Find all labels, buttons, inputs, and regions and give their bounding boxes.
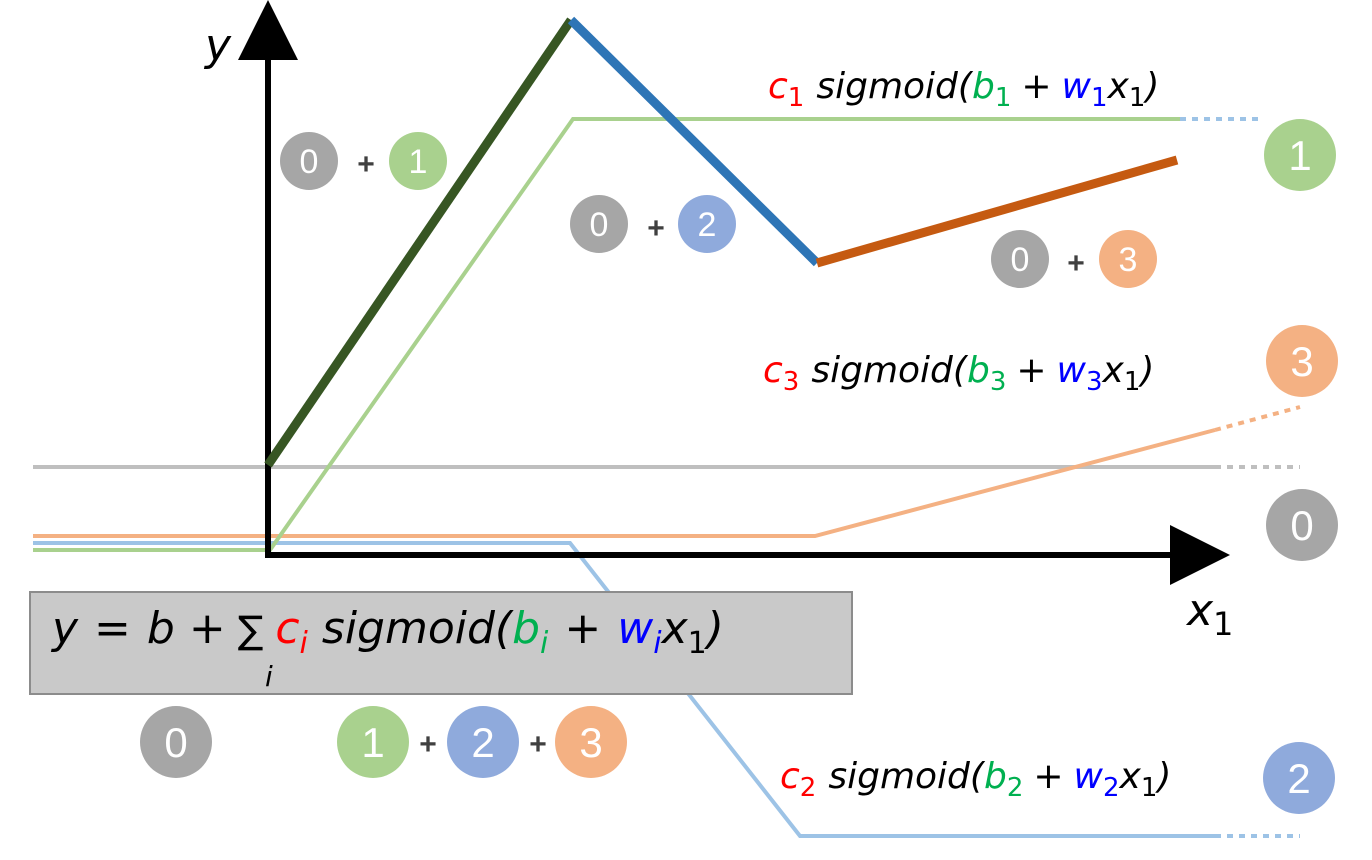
sum-badge-1-circle <box>337 706 409 778</box>
sum-badge-2-circle <box>447 706 519 778</box>
bias-badge-circle <box>140 706 212 778</box>
badge-3-circle <box>1099 230 1157 288</box>
sum-index: i <box>265 660 273 693</box>
badge-0-text: 0 <box>1011 241 1030 279</box>
line-2-badge-text: 2 <box>1287 755 1310 802</box>
badge-2-text: 2 <box>698 206 717 244</box>
term-3-label: c3 sigmoid(b3 + w3x1) <box>763 350 1154 397</box>
line-0-badge-circle <box>1266 489 1338 561</box>
badge-0-circle <box>991 230 1049 288</box>
y-axis-label: y <box>203 20 232 71</box>
segment-0-plus-2 <box>567 16 821 267</box>
badge-0-circle <box>570 195 628 253</box>
line-2-badge-circle <box>1263 742 1335 814</box>
sum-badge-3-text: 3 <box>579 719 602 766</box>
formula-box <box>29 591 853 695</box>
line-1-badge-text: 1 <box>1288 132 1311 179</box>
line-3-badge-text: 3 <box>1290 338 1313 385</box>
sigmoid-line-3-dots <box>1214 405 1301 432</box>
plus-sign: + <box>419 728 437 761</box>
term-2-label: c2 sigmoid(b2 + w2x1) <box>780 756 1171 803</box>
badge-0-text: 0 <box>590 206 609 244</box>
badge-1-circle <box>389 132 447 190</box>
main-formula: y = b + ∑ ci sigmoid(bi + wix1) <box>50 603 724 661</box>
badge-group-0-plus-1: 0 + 1 <box>280 132 447 190</box>
sigmoid-line-3 <box>33 428 1216 538</box>
x-axis-label: x1 <box>1185 585 1233 643</box>
plus-sign: + <box>357 148 375 181</box>
sum-badge-1-text: 1 <box>361 719 384 766</box>
sum-badge-2-text: 2 <box>471 719 494 766</box>
bias-badge-text: 0 <box>164 719 187 766</box>
sum-badges: 1 + 2 + 3 <box>337 706 627 778</box>
term-1-label: c1 sigmoid(b1 + w1x1) <box>768 66 1159 113</box>
badge-0-text: 0 <box>300 143 319 181</box>
segment-0-plus-3 <box>815 155 1179 268</box>
badge-2-circle <box>678 195 736 253</box>
badge-3-text: 3 <box>1119 241 1138 279</box>
badge-1-text: 1 <box>409 143 428 181</box>
sum-badge-3-circle <box>555 706 627 778</box>
badge-group-0-plus-2: 0 + 2 <box>570 195 736 253</box>
plus-sign: + <box>647 212 665 245</box>
line-3-badge-circle <box>1266 325 1338 397</box>
line-0-badge-text: 0 <box>1290 502 1313 549</box>
badge-group-0-plus-3: 0 + 3 <box>991 230 1157 288</box>
plus-sign: + <box>529 728 547 761</box>
plus-sign: + <box>1067 247 1085 280</box>
badge-0-circle <box>280 132 338 190</box>
line-1-badge-circle <box>1264 119 1336 191</box>
sigmoid-line-1 <box>33 117 1180 552</box>
segment-0-plus-1 <box>264 17 575 468</box>
